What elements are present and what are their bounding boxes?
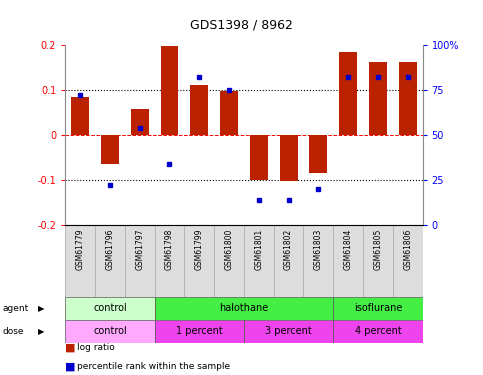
Text: ▶: ▶ [38, 304, 44, 313]
Bar [65, 225, 95, 297]
Text: halothane: halothane [219, 303, 269, 313]
Bar [274, 225, 303, 297]
Text: GSM61803: GSM61803 [314, 228, 323, 270]
Bar [65, 320, 155, 343]
Text: GSM61796: GSM61796 [105, 228, 114, 270]
Bar [393, 225, 423, 297]
Bar [125, 225, 155, 297]
Bar [244, 225, 274, 297]
Text: GSM61800: GSM61800 [225, 228, 233, 270]
Text: control: control [93, 303, 127, 313]
Text: GSM61798: GSM61798 [165, 228, 174, 270]
Bar [369, 62, 387, 135]
Text: ■: ■ [65, 343, 76, 353]
Text: GSM61805: GSM61805 [373, 228, 383, 270]
Bar [333, 320, 423, 343]
Bar [310, 135, 327, 173]
Bar [250, 135, 268, 180]
Bar [155, 297, 333, 320]
Text: log ratio: log ratio [77, 343, 115, 352]
Text: GSM61806: GSM61806 [403, 228, 412, 270]
Bar [155, 320, 244, 343]
Text: GSM61797: GSM61797 [135, 228, 144, 270]
Bar [214, 225, 244, 297]
Bar [399, 62, 417, 135]
Bar [190, 84, 208, 135]
Text: dose: dose [2, 327, 24, 336]
Bar [71, 97, 89, 135]
Bar [95, 225, 125, 297]
Bar [101, 135, 119, 164]
Bar [244, 320, 333, 343]
Text: 3 percent: 3 percent [265, 326, 312, 336]
Bar [339, 52, 357, 135]
Text: GSM61802: GSM61802 [284, 228, 293, 270]
Bar [131, 109, 149, 135]
Bar [160, 46, 178, 135]
Text: control: control [93, 326, 127, 336]
Text: GDS1398 / 8962: GDS1398 / 8962 [190, 19, 293, 32]
Bar [333, 297, 423, 320]
Text: GSM61779: GSM61779 [76, 228, 85, 270]
Bar [280, 135, 298, 181]
Bar [65, 297, 155, 320]
Text: GSM61801: GSM61801 [255, 228, 263, 270]
Bar [363, 225, 393, 297]
Bar [303, 225, 333, 297]
Bar [185, 225, 214, 297]
Text: GSM61799: GSM61799 [195, 228, 204, 270]
Text: percentile rank within the sample: percentile rank within the sample [77, 362, 230, 371]
Bar [155, 225, 185, 297]
Text: isoflurane: isoflurane [354, 303, 402, 313]
Bar [220, 91, 238, 135]
Text: GSM61804: GSM61804 [344, 228, 353, 270]
Text: 4 percent: 4 percent [355, 326, 401, 336]
Text: ▶: ▶ [38, 327, 44, 336]
Text: agent: agent [2, 304, 28, 313]
Text: 1 percent: 1 percent [176, 326, 223, 336]
Text: ■: ■ [65, 362, 76, 372]
Bar [333, 225, 363, 297]
